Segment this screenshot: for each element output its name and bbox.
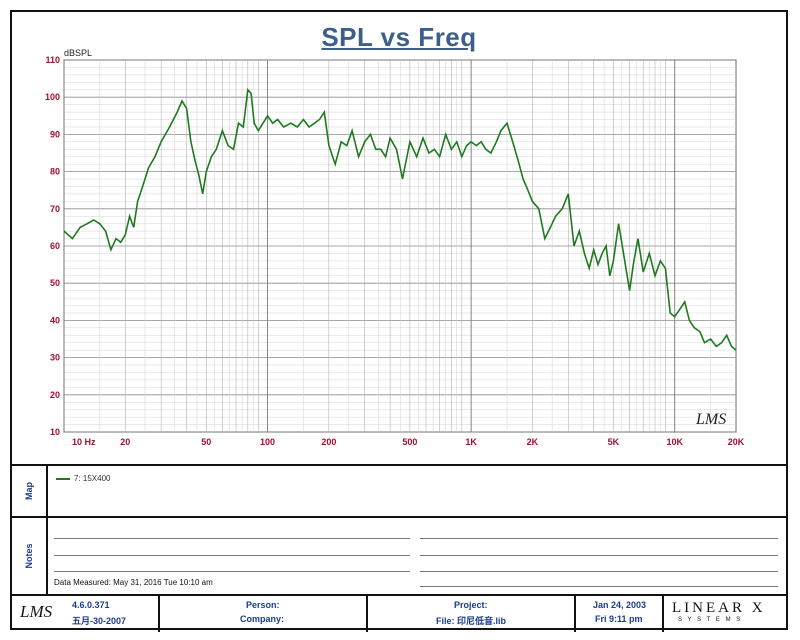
footer-date-cell: Jan 24, 2003 Fri 9:11 pm (576, 596, 664, 632)
company-label: Company: (240, 614, 285, 624)
footer-version-cell: LMS 4.6.0.371 五月-30-2007 (12, 596, 160, 632)
person-label: Person: (246, 600, 280, 610)
brand-name: LINEAR X (672, 600, 766, 616)
x-tick-label: 2K (527, 437, 539, 447)
y-tick-label: 50 (50, 278, 60, 288)
footer-time: Fri 9:11 pm (595, 614, 643, 624)
x-tick-label: 200 (321, 437, 336, 447)
lms-watermark: LMS (695, 411, 726, 428)
software-date: 五月-30-2007 (72, 616, 127, 626)
notes-line (420, 571, 778, 572)
series-line (63, 87, 737, 351)
x-tick-label: 50 (201, 437, 211, 447)
footer-section: LMS 4.6.0.371 五月-30-2007 Person: Company… (12, 594, 786, 632)
x-tick-label: 10K (666, 437, 683, 447)
y-tick-label: 20 (50, 390, 60, 400)
data-measured: Data Measured: May 31, 2016 Tue 10:10 am (54, 578, 213, 587)
notes-line (54, 555, 410, 556)
chart-section: SPL vs Freq 10 20 30 40 50 60 70 80 90 100 110 10 H… (12, 12, 786, 464)
x-tick-label: 20K (728, 437, 745, 447)
chart-title: SPL vs Freq (321, 22, 477, 52)
legend-label: 7: 15X400 (74, 474, 111, 483)
y-tick-label: 30 (50, 353, 60, 363)
notes-section: Notes Data Measured: May 31, 2016 Tue 10… (12, 516, 786, 596)
x-tick-label: 5K (608, 437, 620, 447)
footer-project-cell: Project: File: 印尼低音.lib (368, 596, 576, 632)
y-tick-label: 100 (45, 92, 60, 102)
footer-date: Jan 24, 2003 (593, 600, 647, 610)
x-tick-label: 20 (120, 437, 130, 447)
y-tick-label: 80 (50, 167, 60, 177)
axes: 10 20 30 40 50 60 70 80 90 100 110 10 Hz 20 50 100 200 5… (45, 55, 745, 447)
legend-swatch (56, 477, 70, 480)
notes-line (420, 586, 778, 587)
x-tick-label: 10 Hz (72, 437, 96, 447)
notes-side-label: Notes (12, 518, 48, 594)
y-unit-label: dBSPL (64, 48, 92, 58)
software-version: 4.6.0.371 (72, 600, 110, 610)
notes-line (54, 571, 410, 572)
map-section: Map 7: 15X400 (12, 464, 786, 518)
y-tick-label: 110 (45, 55, 60, 65)
brand-sub: S Y S T E M S (678, 617, 743, 623)
footer-logo: LMS (20, 602, 53, 621)
map-side-label: Map (12, 466, 48, 516)
grid (63, 59, 737, 433)
notes-line (54, 538, 410, 539)
notes-line (420, 538, 778, 539)
notes-line (420, 555, 778, 556)
x-tick-label: 500 (402, 437, 417, 447)
report-frame: SPL vs Freq 10 20 30 40 50 60 70 80 90 100 110 10 H… (10, 10, 788, 632)
linearx-logo: LINEAR X S Y S T E M S (664, 596, 786, 632)
x-tick-label: 100 (260, 437, 275, 447)
spl-chart: 10 20 30 40 50 60 70 80 90 100 110 10 Hz 20 50 100 200 5… (45, 48, 745, 447)
legend-item: 7: 15X400 (56, 474, 110, 483)
project-label: Project: (454, 600, 488, 610)
y-tick-label: 60 (50, 241, 60, 251)
file-label: File: 印尼低音.lib (436, 616, 507, 626)
y-tick-label: 90 (50, 129, 60, 139)
y-tick-label: 70 (50, 204, 60, 214)
y-tick-label: 10 (50, 427, 60, 437)
y-tick-label: 40 (50, 315, 60, 325)
x-tick-label: 1K (465, 437, 477, 447)
footer-person-cell: Person: Company: (160, 596, 368, 632)
